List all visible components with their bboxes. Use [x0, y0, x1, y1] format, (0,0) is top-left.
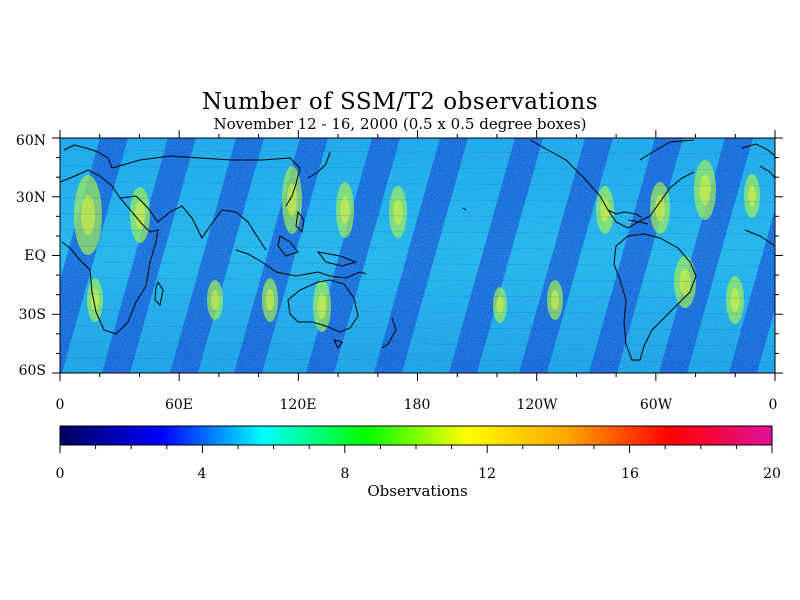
map-axis-ticks: [52, 130, 783, 381]
colorbar-title: Observations: [367, 482, 468, 500]
coastline-outlines: [60, 139, 775, 361]
lat-label-30s: 30S: [18, 307, 46, 323]
lon-label-120e: 120E: [279, 397, 317, 413]
lat-label-60s: 60S: [18, 363, 46, 379]
lat-label-30n: 30N: [15, 190, 46, 206]
colorbar-tick-label-12: 12: [478, 466, 496, 482]
lon-label-180: 180: [403, 397, 431, 413]
lon-label-60e: 60E: [164, 397, 194, 413]
lon-label-0-east: 0: [768, 397, 778, 413]
colorbar-tick-label-0: 0: [55, 466, 65, 482]
lon-label-60w: 60W: [639, 397, 673, 413]
colorbar-tick-label-8: 8: [340, 466, 350, 482]
map-title: Number of SSM/T2 observations: [202, 89, 598, 115]
map-subtitle: November 12 - 16, 2000 (0.5 x 0.5 degree…: [213, 115, 587, 133]
colorbar-ticks: [59, 445, 773, 453]
colorbar-tick-label-4: 4: [197, 466, 207, 482]
colorbar-tick-label-20: 20: [763, 466, 781, 482]
colorbar-tick-label-16: 16: [621, 466, 639, 482]
lon-label-0: 0: [55, 397, 65, 413]
observation-density-field: [60, 138, 775, 373]
lat-label-60n: 60N: [15, 133, 46, 149]
lat-label-eq: EQ: [24, 248, 46, 264]
lon-label-120w: 120W: [516, 397, 558, 413]
colorbar: [59, 425, 773, 446]
